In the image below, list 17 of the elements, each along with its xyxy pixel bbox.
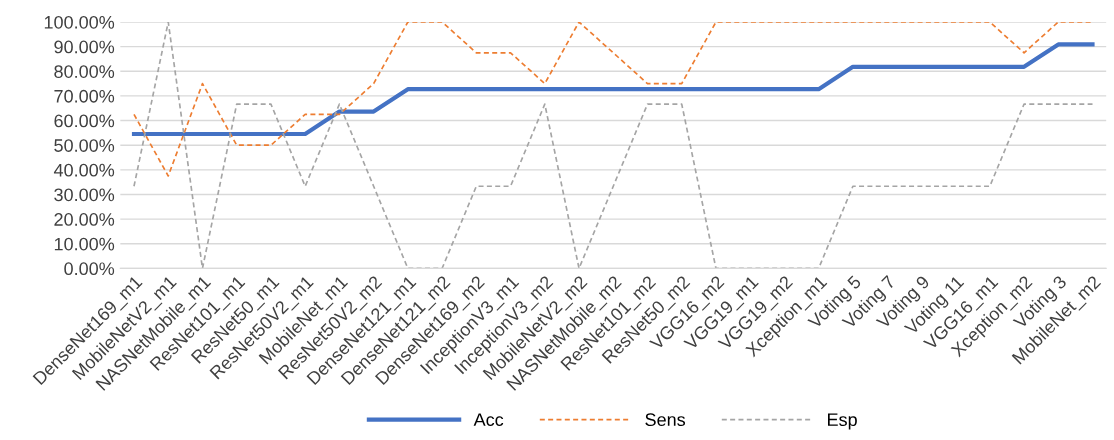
y-tick-label: 60.00% — [54, 114, 115, 128]
y-tick-label: 30.00% — [54, 188, 115, 202]
line-series — [131, 42, 1095, 137]
y-tick-label: 0.00% — [64, 262, 115, 276]
y-tick-label: 10.00% — [54, 237, 115, 251]
y-tick-label: 40.00% — [53, 163, 115, 177]
y-tick-label: 50.00% — [54, 139, 115, 152]
y-tick-label: 100.00% — [44, 15, 115, 29]
y-tick-label: 90.00% — [54, 40, 115, 54]
legend-label: Acc — [473, 413, 504, 427]
legend-label: Esp — [828, 413, 857, 430]
y-tick-label: 70.00% — [54, 89, 115, 103]
legend-label: Sens — [645, 413, 686, 427]
line-series — [133, 22, 1094, 177]
line-series — [133, 22, 1094, 269]
y-tick-label: 20.00% — [54, 213, 115, 226]
y-tick-label: 80.00% — [54, 65, 115, 78]
